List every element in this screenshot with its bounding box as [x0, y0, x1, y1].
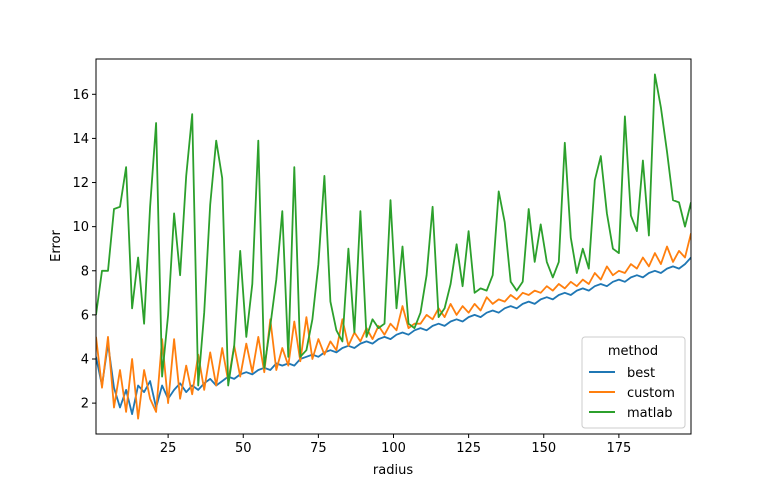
x-tick-label: 25: [160, 441, 177, 456]
y-tick-label: 8: [81, 264, 89, 279]
y-tick-label: 10: [72, 220, 89, 235]
series-line-best: [96, 256, 691, 415]
series-layer: [96, 73, 691, 420]
y-axis: 2 4 6 8 10 12 14 16: [72, 88, 96, 412]
series-line-custom: [96, 233, 691, 420]
legend-label-best: best: [627, 366, 655, 381]
y-tick-label: 14: [72, 132, 89, 147]
x-tick-label: 175: [606, 441, 631, 456]
series-line-matlab: [96, 73, 691, 387]
y-tick-label: 4: [81, 353, 89, 368]
legend: method best custom matlab: [581, 336, 686, 429]
y-tick-label: 2: [81, 397, 89, 412]
x-axis-label: radius: [373, 463, 413, 478]
legend-label-custom: custom: [627, 386, 675, 401]
x-tick-label: 150: [531, 441, 556, 456]
x-tick-label: 125: [456, 441, 481, 456]
x-tick-label: 100: [381, 441, 406, 456]
legend-frame: [581, 336, 686, 429]
y-tick-label: 6: [81, 308, 89, 323]
x-tick-label: 50: [235, 441, 252, 456]
y-axis-label: Error: [49, 230, 64, 262]
legend-title: method: [608, 344, 658, 359]
x-tick-label: 75: [310, 441, 327, 456]
x-axis: 25 50 75 100 125 150 175: [160, 434, 631, 456]
legend-label-matlab: matlab: [627, 406, 673, 421]
y-tick-label: 12: [72, 176, 89, 191]
y-tick-label: 16: [72, 88, 89, 103]
